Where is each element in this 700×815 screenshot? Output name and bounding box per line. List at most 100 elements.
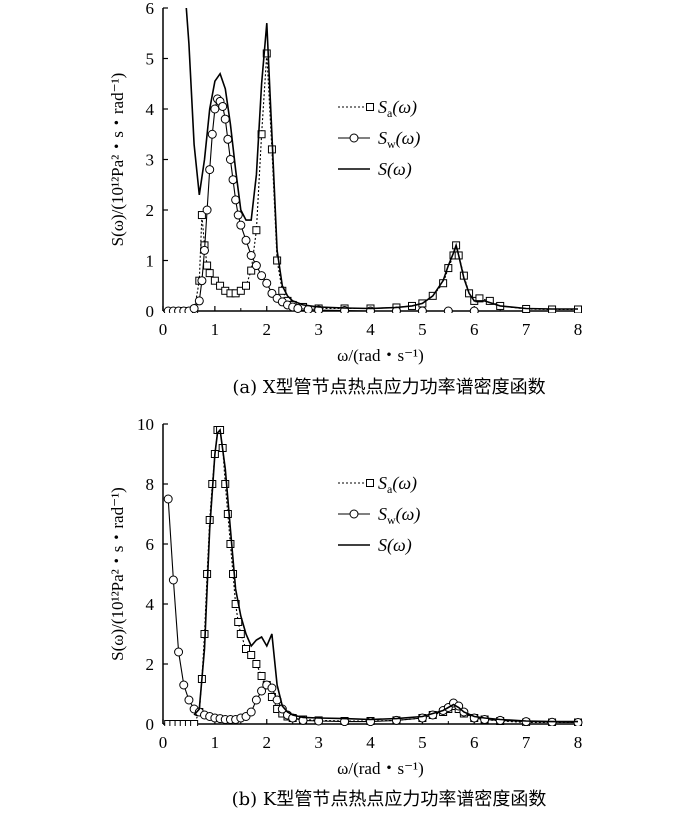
x-tick-label: 7 xyxy=(522,320,531,339)
panel-b-legend: Sa(ω) Sw(ω) S(ω) xyxy=(338,473,420,556)
series-solid-circle xyxy=(163,494,583,726)
x-tick-label: 2 xyxy=(263,320,272,339)
data-point-square xyxy=(247,266,256,275)
data-point-circle xyxy=(293,303,303,313)
series-line xyxy=(185,7,578,310)
data-point-circle xyxy=(480,715,490,724)
data-point-circle xyxy=(218,101,228,111)
x-tick-label: 2 xyxy=(263,733,272,752)
panel-a-legend: Sa(ω) Sw(ω) S(ω) xyxy=(338,97,420,180)
data-point-circle xyxy=(469,306,479,313)
data-point-circle xyxy=(194,296,204,306)
data-point-square xyxy=(226,540,235,548)
x-tick-label: 1 xyxy=(211,320,220,339)
legend-label: S(ω) xyxy=(378,535,412,556)
data-point-circle xyxy=(417,306,427,313)
x-tick-label: 5 xyxy=(418,320,427,339)
data-point-square xyxy=(242,281,250,290)
data-point-square xyxy=(190,720,199,726)
data-point-square xyxy=(229,570,238,578)
data-point-circle xyxy=(202,205,212,215)
data-point-square xyxy=(257,672,266,680)
y-tick-label: 0 xyxy=(146,302,155,321)
x-axis-label: ω/(rad・s⁻¹) xyxy=(337,346,424,365)
x-tick-label: 3 xyxy=(314,733,323,752)
data-point-circle xyxy=(251,695,261,705)
y-tick-label: 10 xyxy=(137,415,154,434)
x-tick-label: 8 xyxy=(574,320,583,339)
data-point-circle xyxy=(251,261,261,271)
data-point-circle xyxy=(267,683,277,693)
x-tick-label: 3 xyxy=(314,320,323,339)
data-point-square xyxy=(273,256,282,265)
data-point-square xyxy=(236,286,245,295)
data-point-circle xyxy=(233,210,243,220)
panel-a-caption: (a) X型管节点热点应力功率谱密度函数 xyxy=(232,377,545,398)
data-point-square xyxy=(242,645,250,653)
data-point-circle xyxy=(225,155,235,164)
data-point-circle xyxy=(174,647,184,657)
legend-marker-circle xyxy=(349,133,359,143)
x-tick-label: 6 xyxy=(470,320,479,339)
data-point-square xyxy=(203,261,212,270)
y-axis-label: S(ω)/(10¹²Pa²・s・rad⁻¹) xyxy=(108,73,127,247)
data-point-square xyxy=(252,226,261,235)
data-point-circle xyxy=(257,686,267,696)
legend-label: Sw(ω) xyxy=(378,504,420,527)
data-point-square xyxy=(221,480,230,488)
x-tick-label: 7 xyxy=(522,733,531,752)
y-tick-label: 6 xyxy=(146,535,155,554)
legend-marker-square xyxy=(366,103,374,111)
series-solid-circle xyxy=(163,94,479,313)
data-point-circle xyxy=(241,235,251,245)
data-point-circle xyxy=(189,303,199,313)
data-point-circle xyxy=(163,494,173,504)
data-point-circle xyxy=(168,575,178,585)
data-point-square xyxy=(210,276,219,285)
data-point-square xyxy=(475,294,484,303)
y-tick-label: 6 xyxy=(146,0,155,18)
data-point-circle xyxy=(573,718,583,726)
data-point-circle xyxy=(314,716,324,726)
x-tick-label: 0 xyxy=(159,320,168,339)
panel-b-axes: 0 1 2 3 4 5 6 7 8 0 2 4 6 8 10 ω/(rad・s⁻¹) S(ω)/(10¹²Pa²… xyxy=(108,415,582,778)
data-point-circle xyxy=(340,717,350,726)
panel-a-chart: 0 1 2 3 4 5 6 7 8 0 1 2 3 4 5 6 ω/(rad・s⁻¹) S(ω)/(10¹²Pa²… xyxy=(108,0,582,398)
data-point-circle xyxy=(223,134,233,144)
series-line xyxy=(167,498,579,724)
data-point-circle xyxy=(298,715,308,725)
data-point-circle xyxy=(257,271,267,281)
series-line xyxy=(193,428,578,723)
data-point-circle xyxy=(246,707,256,717)
data-point-circle xyxy=(184,695,194,705)
y-tick-label: 3 xyxy=(146,151,155,170)
series-dotted-square xyxy=(164,426,582,726)
x-tick-label: 5 xyxy=(418,733,427,752)
data-point-circle xyxy=(220,114,230,124)
data-point-square xyxy=(236,630,245,638)
y-tick-label: 5 xyxy=(146,50,155,69)
panel-b-series xyxy=(163,426,583,726)
data-point-circle xyxy=(179,680,189,690)
data-point-square xyxy=(262,49,271,58)
data-point-circle xyxy=(207,129,217,139)
legend-label: Sw(ω) xyxy=(378,128,420,151)
data-point-square xyxy=(205,269,214,278)
data-point-square xyxy=(234,618,243,626)
legend-marker-square xyxy=(366,479,374,487)
x-tick-label: 0 xyxy=(159,733,168,752)
legend-label: Sa(ω) xyxy=(378,97,417,120)
data-point-square xyxy=(223,510,232,518)
y-axis-label: S(ω)/(10¹²Pa²・s・rad⁻¹) xyxy=(108,487,127,661)
y-tick-label: 4 xyxy=(146,100,155,119)
x-tick-label: 8 xyxy=(574,733,583,752)
data-point-square xyxy=(252,660,261,668)
y-tick-label: 4 xyxy=(146,595,155,614)
data-point-circle xyxy=(236,220,246,230)
panel-a-series xyxy=(163,7,582,313)
series-solid xyxy=(185,7,578,310)
y-tick-label: 2 xyxy=(146,201,155,220)
data-point-circle xyxy=(197,276,207,286)
data-point-square xyxy=(216,281,225,290)
y-tick-label: 2 xyxy=(146,655,155,674)
